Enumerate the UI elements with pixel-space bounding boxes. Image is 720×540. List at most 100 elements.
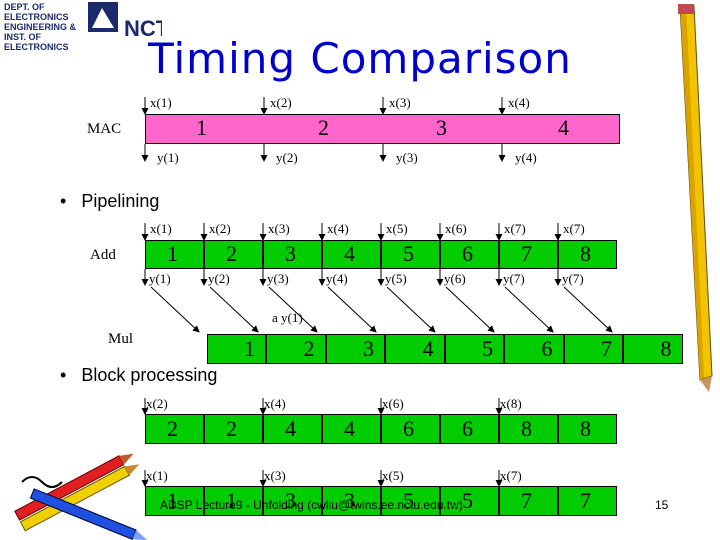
pipeline-diagonal-arrow bbox=[445, 286, 495, 333]
mac-output-label: y(2) bbox=[276, 150, 298, 165]
add-input-label: x(4) bbox=[327, 221, 349, 236]
block-top-cell bbox=[558, 414, 617, 444]
add-cell-value: 3 bbox=[285, 241, 296, 266]
block-bottom-cell bbox=[322, 486, 381, 516]
block-top-cell bbox=[381, 414, 440, 444]
page-number: 15 bbox=[655, 498, 669, 512]
block-top-cell-value: 2 bbox=[167, 416, 178, 441]
mul-cell bbox=[385, 334, 445, 364]
mac-output-label: y(4) bbox=[515, 150, 537, 165]
block-top-cell bbox=[499, 414, 558, 444]
block-bottom-cell-value: 7 bbox=[521, 488, 532, 513]
block-top-cell-value: 4 bbox=[344, 416, 355, 441]
bullet-block-text: Block processing bbox=[81, 365, 218, 385]
block-bottom-cell-value: 3 bbox=[344, 488, 355, 513]
add-cell bbox=[322, 240, 381, 269]
add-output-label: y(6) bbox=[444, 271, 466, 286]
add-input-label: x(7) bbox=[563, 221, 585, 236]
mac-segment: 2 bbox=[318, 115, 329, 140]
mul-cell-value: 5 bbox=[482, 336, 493, 361]
crayons-decoration-icon bbox=[14, 453, 148, 540]
slide-title: Timing Comparison bbox=[148, 34, 572, 83]
block-top-input-label: x(4) bbox=[264, 396, 286, 411]
block-bottom-cell bbox=[204, 486, 263, 516]
block-bottom-cell bbox=[145, 486, 204, 516]
add-cell-value: 8 bbox=[580, 241, 591, 266]
mac-segment: 3 bbox=[436, 115, 447, 140]
block-bottom-cell-value: 3 bbox=[285, 488, 296, 513]
block-top-cell-value: 6 bbox=[462, 416, 473, 441]
mul-cell-value: 2 bbox=[303, 336, 315, 361]
footer-text: ADSP Lecture9 - Unfolding (cwliu@twins.e… bbox=[160, 498, 463, 512]
pipeline-diagonal-arrow bbox=[150, 286, 200, 333]
block-top-cell bbox=[440, 414, 499, 444]
add-output-label: y(2) bbox=[208, 271, 230, 286]
add-cell bbox=[145, 240, 204, 269]
block-bottom-cell bbox=[499, 486, 558, 516]
add-cell bbox=[204, 240, 263, 269]
block-bottom-cell-value: 1 bbox=[226, 488, 237, 513]
mul-cell bbox=[325, 334, 385, 364]
mul-cell-value: 7 bbox=[601, 336, 612, 361]
bullet-dot: • bbox=[60, 191, 82, 211]
logo-line: ENGINEERING & bbox=[4, 22, 77, 32]
block-bottom-input-label: x(1) bbox=[146, 468, 168, 483]
block-top-cell bbox=[145, 414, 204, 444]
block-top-input-label: x(6) bbox=[382, 396, 404, 411]
pipeline-diagonal-arrow bbox=[386, 286, 436, 333]
mul-cell bbox=[623, 334, 683, 364]
block-bottom-cell bbox=[440, 486, 499, 516]
pipeline-diagonal-arrow bbox=[504, 286, 554, 333]
pipeline-diagonal-arrow bbox=[563, 286, 613, 333]
block-bottom-input-label: x(3) bbox=[264, 468, 286, 483]
add-cell bbox=[263, 240, 322, 269]
add-cell-value: 5 bbox=[403, 241, 414, 266]
block-bottom-input-label: x(7) bbox=[500, 468, 522, 483]
mul-label: Mul bbox=[108, 331, 134, 347]
logo-mark-text: NCTU bbox=[124, 16, 162, 41]
mac-input-label: x(1) bbox=[150, 95, 172, 110]
mul-cell bbox=[563, 334, 623, 364]
bullet-pipelining-text: Pipelining bbox=[81, 191, 160, 211]
dept-logo-text: DEPT. OF ELECTRONICS ENGINEERING & INST.… bbox=[4, 2, 86, 52]
add-cell-value: 7 bbox=[521, 241, 532, 266]
add-cell-value: 1 bbox=[167, 241, 178, 266]
logo-line: INST. OF ELECTRONICS bbox=[4, 32, 69, 52]
add-input-label: x(3) bbox=[268, 221, 290, 236]
pencil-decoration-icon bbox=[678, 4, 713, 392]
block-top-cell-value: 6 bbox=[403, 416, 414, 441]
block-bottom-cell-value: 5 bbox=[403, 488, 414, 513]
pipeline-diagonal-arrow bbox=[268, 286, 318, 333]
bullet-dot: • bbox=[60, 365, 82, 385]
logo-line: DEPT. OF ELECTRONICS bbox=[4, 2, 69, 22]
mul-cell bbox=[266, 334, 326, 364]
mul-annotation: a y(1) bbox=[272, 310, 303, 325]
block-top-cell bbox=[322, 414, 381, 444]
ncu-logo-icon: NCTU bbox=[88, 2, 162, 41]
add-output-label: y(3) bbox=[267, 271, 289, 286]
mac-input-label: x(3) bbox=[389, 95, 411, 110]
add-cell-value: 6 bbox=[462, 241, 473, 266]
block-top-cell-value: 8 bbox=[521, 416, 532, 441]
mul-cell-value: 4 bbox=[422, 336, 434, 361]
block-top-cell-value: 4 bbox=[285, 416, 296, 441]
block-top-input-label: x(8) bbox=[500, 396, 522, 411]
add-output-label: y(5) bbox=[385, 271, 407, 286]
pipeline-diagonal-arrow bbox=[327, 286, 377, 333]
bullet-block-processing: • Block processing bbox=[60, 365, 217, 386]
mac-output-label: y(3) bbox=[396, 150, 418, 165]
add-input-label: x(5) bbox=[386, 221, 408, 236]
mul-cell-value: 1 bbox=[244, 336, 255, 361]
block-bottom-cell-value: 5 bbox=[462, 488, 473, 513]
add-input-label: x(1) bbox=[150, 221, 172, 236]
add-output-label: y(4) bbox=[326, 271, 348, 286]
add-cell bbox=[381, 240, 440, 269]
block-bottom-cell bbox=[381, 486, 440, 516]
add-cell bbox=[499, 240, 558, 269]
mul-cell bbox=[444, 334, 504, 364]
add-cell-value: 4 bbox=[344, 241, 355, 266]
block-bottom-input-label: x(5) bbox=[382, 468, 404, 483]
mul-cell-value: 6 bbox=[541, 336, 553, 361]
